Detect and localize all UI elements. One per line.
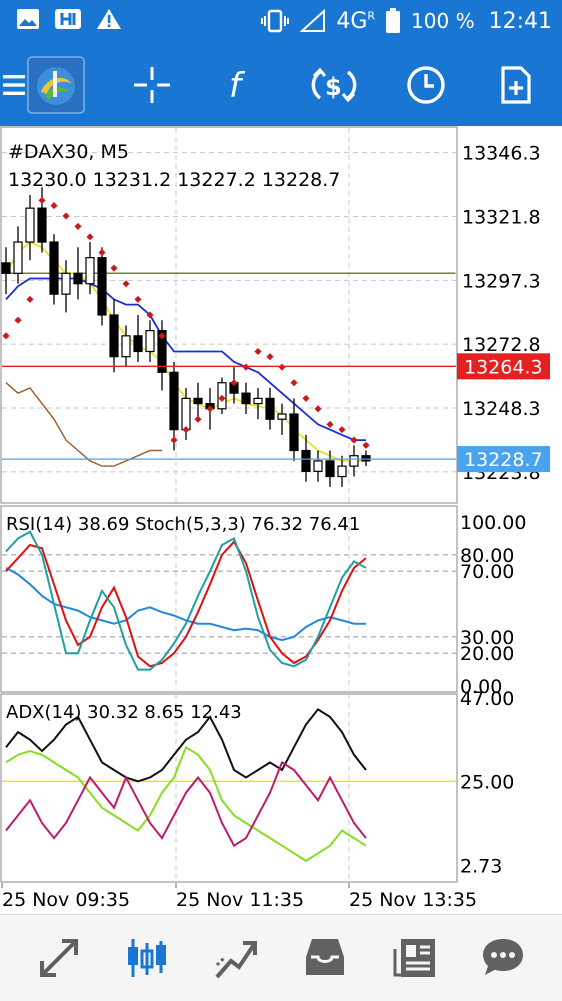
clock-icon — [406, 65, 446, 105]
indicators-button[interactable]: f — [208, 44, 272, 126]
chart-canvas[interactable]: #DAX30, M5 13230.0 13231.2 13227.2 13228… — [0, 126, 562, 914]
svg-text:f: f — [229, 66, 246, 105]
candle-body — [26, 208, 34, 242]
app-logo — [27, 56, 85, 114]
app-logo-button[interactable] — [24, 44, 88, 126]
price-panel[interactable]: #DAX30, M5 13230.0 13231.2 13227.2 13228… — [1, 127, 550, 503]
candle-body — [122, 336, 130, 357]
price-tick-label: 13297.3 — [462, 270, 541, 292]
trade-button[interactable]: $ — [302, 44, 366, 126]
crosshair-icon — [132, 65, 172, 105]
candle-body — [134, 336, 142, 352]
candle-body — [362, 456, 370, 461]
battery-level: 100 % — [411, 9, 475, 33]
candle-body — [2, 263, 10, 273]
candle-body — [338, 466, 346, 476]
nav-chat[interactable] — [458, 915, 548, 1001]
battery-icon — [385, 8, 401, 34]
candle-body — [98, 258, 106, 315]
bottom-nav — [0, 914, 562, 1001]
time-label: 25 Nov 11:35 — [176, 889, 304, 911]
news-icon — [391, 935, 439, 981]
candle-body — [254, 398, 262, 403]
candle-body — [146, 331, 154, 352]
axis-tick-label: 20.00 — [460, 643, 514, 665]
nav-news[interactable] — [370, 915, 460, 1001]
chat-icon — [479, 935, 527, 981]
svg-text:$: $ — [325, 73, 342, 101]
network-type: 4GR — [336, 9, 375, 34]
nav-trade[interactable] — [192, 915, 282, 1001]
candle-body — [110, 315, 118, 357]
h-box-icon — [54, 8, 82, 30]
price-tick-label: 13346.3 — [462, 143, 541, 165]
candle-body — [314, 461, 322, 471]
axis-tick-label: 25.00 — [460, 771, 514, 793]
candle-body — [278, 414, 286, 419]
image-icon — [16, 8, 40, 30]
axis-tick-label: 2.73 — [460, 856, 502, 878]
candle-body — [266, 398, 274, 419]
menu-icon — [3, 72, 25, 98]
price-badge-label: 13228.7 — [464, 449, 543, 471]
new-document-icon — [500, 65, 532, 105]
adx-title: ADX(14) 30.32 8.65 12.43 — [6, 702, 242, 723]
candle-body — [302, 450, 310, 471]
ohlc-values: 13230.0 13231.2 13227.2 13228.7 — [8, 169, 340, 191]
vibrate-icon — [260, 9, 290, 33]
candle-body — [86, 258, 94, 284]
trade-nav-icon — [213, 935, 261, 981]
time-label: 25 Nov 13:35 — [349, 889, 477, 911]
price-tick-label: 13248.3 — [462, 398, 541, 420]
function-icon: f — [225, 65, 255, 105]
price-axis: 13346.313321.813297.313272.813248.313223… — [462, 143, 541, 484]
candle-body — [182, 398, 190, 429]
time-axis: 25 Nov 09:35 25 Nov 11:35 25 Nov 13:35 — [2, 883, 477, 911]
timeframe-button[interactable] — [394, 44, 458, 126]
chart-area[interactable]: #DAX30, M5 13230.0 13231.2 13227.2 13228… — [0, 126, 562, 914]
nav-chart[interactable] — [102, 915, 192, 1001]
axis-tick-label: 47.00 — [460, 688, 514, 710]
status-system: 4GR 100 % 12:41 — [260, 8, 552, 34]
candle-body — [350, 456, 358, 466]
status-notifications — [16, 8, 122, 30]
price-tick-label: 13321.8 — [462, 207, 541, 229]
candle-body — [326, 461, 334, 477]
candle-body — [242, 393, 250, 403]
nav-history[interactable] — [280, 915, 370, 1001]
status-bar: 4GR 100 % 12:41 — [0, 0, 562, 44]
axis-tick-label: 100.00 — [460, 512, 526, 534]
candle-body — [170, 372, 178, 429]
candle-body — [62, 273, 70, 294]
trade-icon: $ — [310, 64, 358, 106]
candle-body — [290, 414, 298, 450]
new-order-button[interactable] — [484, 44, 548, 126]
chart-icon — [123, 935, 171, 981]
warning-icon — [96, 8, 122, 30]
candle-body — [14, 242, 22, 273]
history-icon — [302, 935, 348, 981]
candle-body — [74, 273, 82, 283]
signal-icon — [300, 9, 326, 33]
price-tick-label: 13272.8 — [462, 334, 541, 356]
chart-symbol: #DAX30, M5 — [8, 141, 129, 163]
rsi-title: RSI(14) 38.69 Stoch(5,3,3) 76.32 76.41 — [6, 514, 360, 535]
axis-tick-label: 70.00 — [460, 561, 514, 583]
clock-time: 12:41 — [489, 9, 552, 34]
candle-body — [194, 398, 202, 403]
time-label: 25 Nov 09:35 — [2, 889, 130, 911]
crosshair-button[interactable] — [120, 44, 184, 126]
candle-body — [50, 242, 58, 294]
price-badge-label: 13264.3 — [464, 356, 543, 378]
adx-panel[interactable]: ADX(14) 30.32 8.65 12.43 47.00 25.00 2.73 — [1, 688, 514, 882]
quotes-icon — [36, 935, 82, 981]
nav-quotes[interactable] — [14, 915, 104, 1001]
adx-axis: 47.00 25.00 2.73 — [460, 688, 514, 878]
candle-body — [38, 208, 46, 242]
toolbar: f $ — [0, 44, 562, 126]
rsi-stoch-panel[interactable]: RSI(14) 38.69 Stoch(5,3,3) 76.32 76.41 1… — [1, 506, 526, 698]
